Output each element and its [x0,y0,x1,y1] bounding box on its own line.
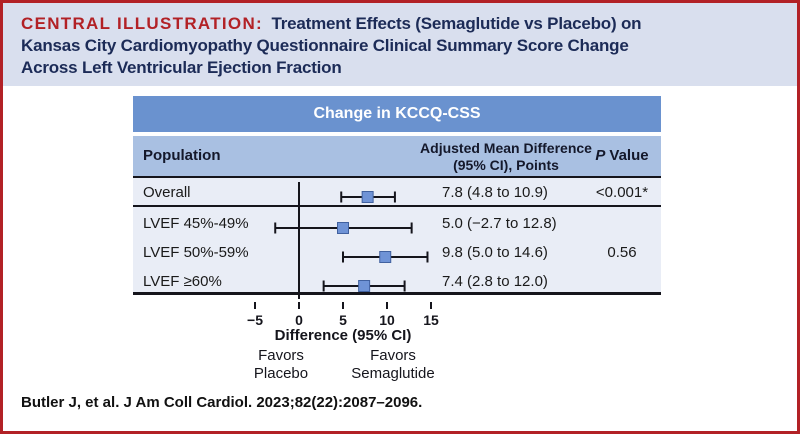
row-estimate: 7.4 (2.8 to 12.0) [442,273,548,290]
x-axis-tick-label: −5 [247,312,263,328]
row-estimate: 9.8 (5.0 to 14.6) [442,244,548,261]
figure-title-text: Treatment Effects (Semaglutide vs Placeb… [21,14,642,77]
column-header-population: Population [143,147,221,164]
x-axis-tick-label: 15 [423,312,439,328]
x-axis-tick-label: 5 [339,312,347,328]
row-estimate: 5.0 (−2.7 to 12.8) [442,215,557,232]
column-header-pvalue: P Value [595,147,649,164]
favors-semaglutide-label: Favors Semaglutide [351,347,435,382]
row-label: LVEF ≥60% [143,273,222,290]
row-label: LVEF 50%-59% [143,244,249,261]
citation: Butler J, et al. J Am Coll Cardiol. 2023… [21,394,423,411]
row-pvalue: <0.001* [595,184,649,201]
table-title: Change in KCCQ-CSS [133,96,661,132]
title-band: CENTRAL ILLUSTRATION: Treatment Effects … [3,3,797,86]
row-pvalue: 0.56 [607,244,637,261]
x-axis-tick-label: 10 [379,312,395,328]
table-row: LVEF 45%-49% 5.0 (−2.7 to 12.8) [133,209,661,238]
row-estimate: 7.8 (4.8 to 10.9) [442,184,548,201]
column-header-estimate: Adjusted Mean Difference (95% CI), Points [420,140,592,173]
x-axis-tick-label: 0 [295,312,303,328]
row-label: LVEF 45%-49% [143,215,249,232]
forest-table: Change in KCCQ-CSS Population Adjusted M… [133,96,661,295]
x-axis-label: Difference (95% CI) [274,327,412,344]
column-header-row: Population Adjusted Mean Difference (95% … [133,136,661,178]
table-row: Overall 7.8 (4.8 to 10.9) <0.001* [133,178,661,207]
table-row: LVEF 50%-59% 9.8 (5.0 to 14.6) 0.56 [133,238,661,267]
table-body: Overall 7.8 (4.8 to 10.9) <0.001* LVEF 4… [133,178,661,295]
central-illustration-label: CENTRAL ILLUSTRATION: [21,14,263,33]
row-label: Overall [143,184,191,201]
figure-title: CENTRAL ILLUSTRATION: Treatment Effects … [21,13,779,79]
favors-placebo-label: Favors Placebo [253,347,309,382]
table-row: LVEF ≥60% 7.4 (2.8 to 12.0) [133,267,661,295]
